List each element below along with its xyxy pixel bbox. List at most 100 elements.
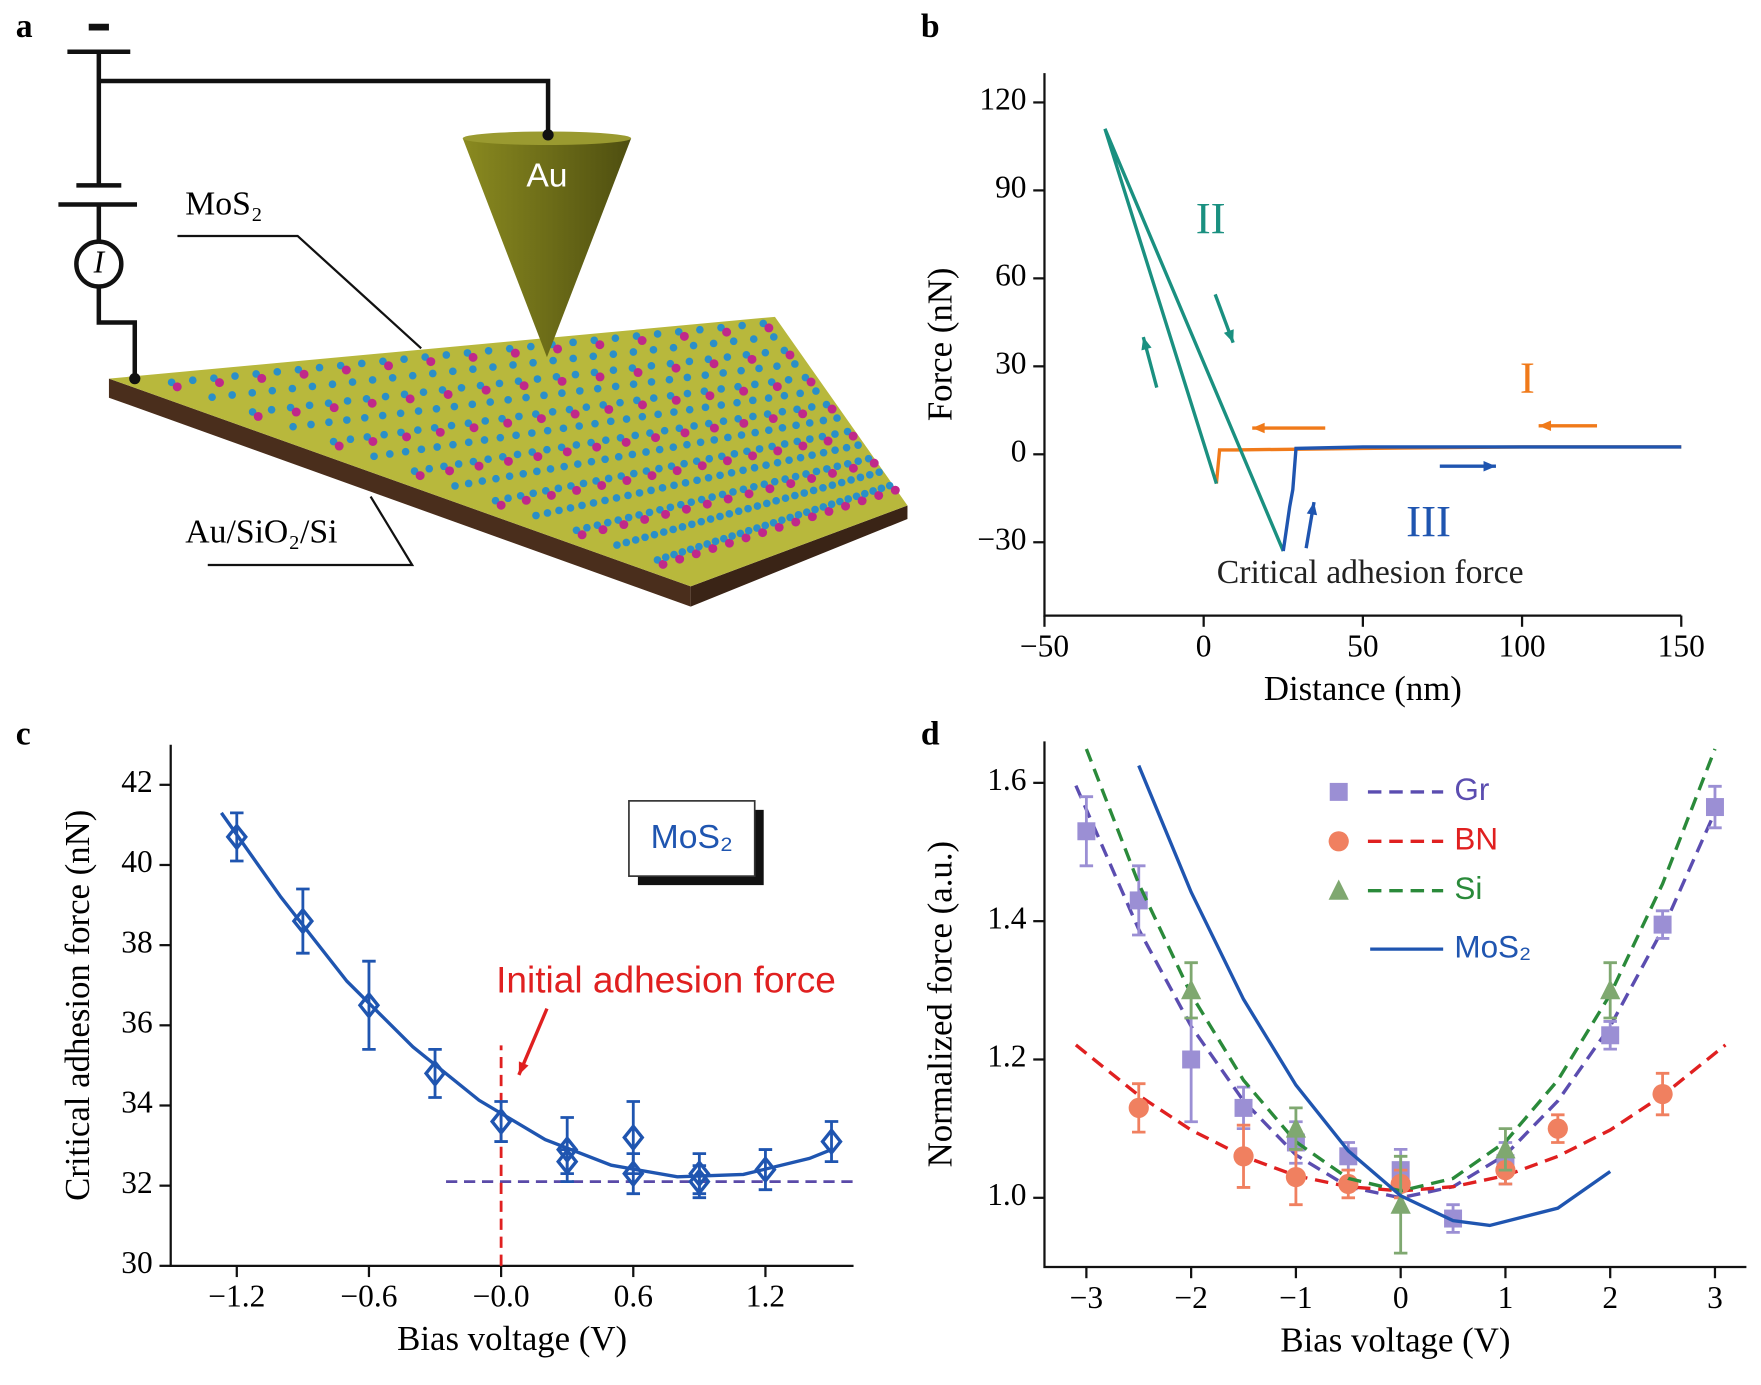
atom bbox=[273, 368, 282, 376]
x-tick-label: 1.2 bbox=[746, 1279, 785, 1314]
atom bbox=[773, 362, 781, 371]
atom bbox=[341, 365, 351, 375]
data-point bbox=[1128, 1097, 1149, 1119]
atom bbox=[299, 369, 309, 379]
atom bbox=[780, 440, 789, 448]
axis-line bbox=[1043, 741, 1747, 1269]
circuit bbox=[58, 23, 551, 379]
atom bbox=[559, 424, 568, 433]
atom bbox=[667, 462, 676, 470]
atom bbox=[410, 467, 419, 475]
atom bbox=[543, 445, 551, 454]
atom bbox=[631, 536, 640, 544]
data-point bbox=[1233, 1146, 1254, 1167]
error-bar bbox=[824, 1120, 839, 1164]
atom bbox=[743, 447, 751, 456]
atom bbox=[433, 443, 441, 451]
atom bbox=[489, 363, 497, 371]
atom bbox=[661, 553, 670, 562]
atom bbox=[647, 471, 657, 481]
atom bbox=[635, 511, 643, 519]
atom bbox=[697, 495, 706, 504]
atom bbox=[617, 472, 626, 480]
atom bbox=[432, 404, 441, 413]
data-point bbox=[1234, 1098, 1253, 1117]
atom bbox=[723, 494, 733, 504]
atom bbox=[705, 391, 715, 401]
atom bbox=[819, 416, 828, 425]
atom bbox=[491, 496, 500, 505]
atom bbox=[751, 380, 759, 389]
atom bbox=[363, 433, 372, 441]
x-tick-label: −0.0 bbox=[473, 1279, 530, 1314]
substrate-side bbox=[108, 378, 691, 607]
atom bbox=[678, 548, 687, 556]
atom bbox=[447, 421, 456, 430]
atom bbox=[705, 454, 714, 463]
atom bbox=[401, 447, 410, 456]
atom bbox=[763, 410, 772, 418]
leader-line bbox=[207, 495, 415, 567]
atom bbox=[546, 465, 555, 473]
atom bbox=[647, 486, 655, 495]
atom bbox=[768, 442, 776, 451]
atom bbox=[579, 479, 588, 488]
panel-label: a bbox=[16, 8, 33, 45]
atom bbox=[554, 484, 563, 493]
atom bbox=[481, 417, 490, 425]
atom bbox=[852, 492, 861, 501]
atom bbox=[622, 476, 632, 486]
atom bbox=[633, 368, 643, 378]
y-tick-label: 40 bbox=[121, 844, 152, 879]
atom bbox=[289, 422, 297, 431]
atom bbox=[405, 394, 415, 404]
data-point bbox=[357, 991, 381, 1020]
atom bbox=[582, 403, 591, 412]
atom bbox=[647, 378, 656, 386]
x-tick-label: −2 bbox=[1174, 1280, 1207, 1315]
atom bbox=[649, 394, 658, 402]
atom bbox=[552, 372, 561, 381]
arrow-head bbox=[1538, 420, 1552, 432]
atom bbox=[807, 512, 817, 522]
atom bbox=[764, 394, 773, 402]
atom bbox=[819, 503, 828, 511]
atom bbox=[638, 412, 647, 421]
atom bbox=[718, 490, 727, 499]
atom bbox=[396, 409, 405, 418]
atom bbox=[660, 426, 669, 435]
atom bbox=[877, 484, 886, 493]
atom bbox=[257, 373, 267, 383]
atom bbox=[824, 506, 834, 516]
atom bbox=[806, 377, 816, 387]
atom bbox=[747, 354, 757, 364]
atom bbox=[801, 373, 810, 382]
error-bar bbox=[494, 1100, 508, 1143]
atom bbox=[658, 484, 667, 492]
atom bbox=[807, 474, 817, 483]
atom bbox=[378, 411, 387, 420]
atom bbox=[665, 375, 674, 384]
atom bbox=[700, 387, 709, 396]
atom bbox=[722, 327, 732, 337]
atom bbox=[798, 441, 808, 451]
atom bbox=[528, 429, 536, 437]
wire bbox=[98, 78, 551, 135]
x-tick-label: 0.6 bbox=[614, 1279, 653, 1314]
atom bbox=[505, 472, 514, 481]
y-tick-label: 90 bbox=[995, 170, 1026, 205]
y-tick-label: 34 bbox=[121, 1085, 153, 1120]
atom bbox=[860, 489, 869, 498]
atom bbox=[619, 520, 629, 530]
atom bbox=[687, 498, 696, 506]
atom bbox=[703, 540, 712, 548]
atom bbox=[569, 338, 577, 347]
x-tick-label: −1 bbox=[1279, 1280, 1312, 1315]
atom bbox=[828, 481, 837, 490]
x-tick-label: 150 bbox=[1658, 628, 1705, 663]
data-point bbox=[754, 1155, 777, 1184]
atom bbox=[228, 391, 236, 399]
atom bbox=[503, 456, 513, 466]
atom bbox=[496, 433, 505, 442]
atom bbox=[659, 528, 668, 536]
